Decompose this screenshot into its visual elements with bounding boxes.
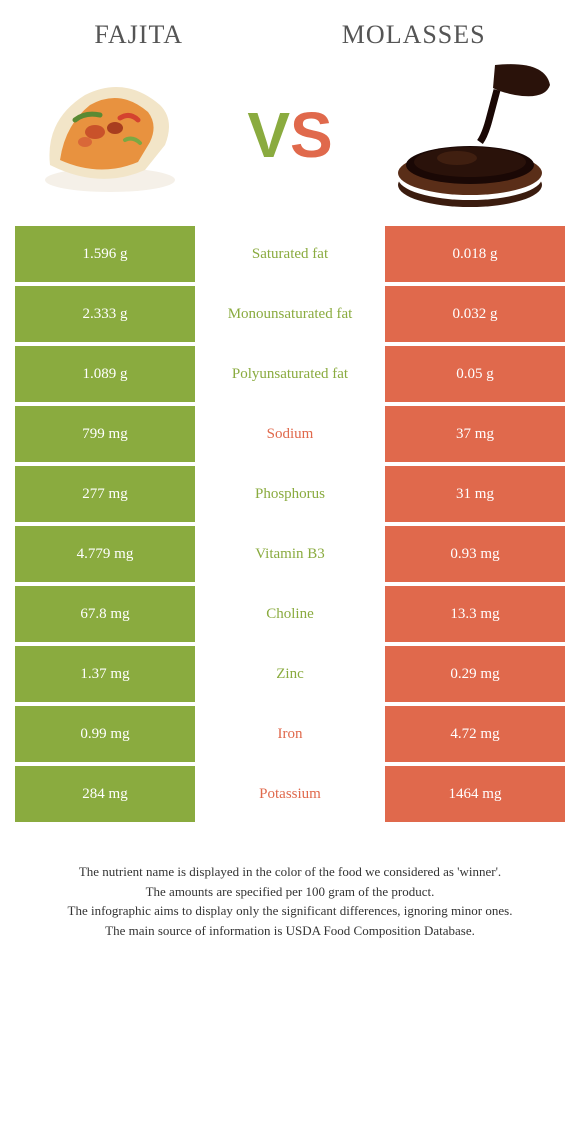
table-row: 67.8 mgCholine13.3 mg: [15, 586, 565, 642]
vs-s: S: [290, 99, 333, 171]
right-value: 0.29 mg: [385, 646, 565, 702]
right-value: 0.018 g: [385, 226, 565, 282]
right-value: 4.72 mg: [385, 706, 565, 762]
left-value: 4.779 mg: [15, 526, 195, 582]
images-row: VS: [15, 60, 565, 210]
right-value: 1464 mg: [385, 766, 565, 822]
nutrient-label: Choline: [199, 586, 381, 642]
table-row: 4.779 mgVitamin B30.93 mg: [15, 526, 565, 582]
nutrient-label: Saturated fat: [199, 226, 381, 282]
nutrient-label: Sodium: [199, 406, 381, 462]
footer-line-1: The nutrient name is displayed in the co…: [25, 862, 555, 882]
footer-line-2: The amounts are specified per 100 gram o…: [25, 882, 555, 902]
left-value: 67.8 mg: [15, 586, 195, 642]
nutrient-label: Iron: [199, 706, 381, 762]
title-left: FAJITA: [94, 20, 183, 50]
right-value: 31 mg: [385, 466, 565, 522]
table-row: 2.333 gMonounsaturated fat0.032 g: [15, 286, 565, 342]
left-value: 2.333 g: [15, 286, 195, 342]
left-value: 1.089 g: [15, 346, 195, 402]
footer-line-4: The main source of information is USDA F…: [25, 921, 555, 941]
molasses-image: [385, 60, 555, 210]
table-row: 0.99 mgIron4.72 mg: [15, 706, 565, 762]
left-value: 1.596 g: [15, 226, 195, 282]
table-row: 1.089 gPolyunsaturated fat0.05 g: [15, 346, 565, 402]
left-value: 284 mg: [15, 766, 195, 822]
right-value: 0.93 mg: [385, 526, 565, 582]
left-value: 1.37 mg: [15, 646, 195, 702]
nutrient-label: Phosphorus: [199, 466, 381, 522]
left-value: 799 mg: [15, 406, 195, 462]
header-row: FAJITA MOLASSES: [15, 20, 565, 50]
footer-line-3: The infographic aims to display only the…: [25, 901, 555, 921]
left-value: 0.99 mg: [15, 706, 195, 762]
table-row: 277 mgPhosphorus31 mg: [15, 466, 565, 522]
nutrient-label: Vitamin B3: [199, 526, 381, 582]
nutrient-label: Potassium: [199, 766, 381, 822]
footer-notes: The nutrient name is displayed in the co…: [15, 862, 565, 940]
table-row: 284 mgPotassium1464 mg: [15, 766, 565, 822]
table-row: 799 mgSodium37 mg: [15, 406, 565, 462]
vs-label: VS: [247, 98, 332, 172]
nutrient-label: Zinc: [199, 646, 381, 702]
left-value: 277 mg: [15, 466, 195, 522]
right-value: 0.05 g: [385, 346, 565, 402]
right-value: 37 mg: [385, 406, 565, 462]
table-row: 1.596 gSaturated fat0.018 g: [15, 226, 565, 282]
right-value: 0.032 g: [385, 286, 565, 342]
infographic-container: FAJITA MOLASSES VS: [0, 0, 580, 960]
nutrient-label: Monounsaturated fat: [199, 286, 381, 342]
title-right: MOLASSES: [342, 20, 486, 50]
fajita-image: [25, 60, 195, 210]
right-value: 13.3 mg: [385, 586, 565, 642]
nutrient-table: 1.596 gSaturated fat0.018 g2.333 gMonoun…: [15, 226, 565, 822]
nutrient-label: Polyunsaturated fat: [199, 346, 381, 402]
table-row: 1.37 mgZinc0.29 mg: [15, 646, 565, 702]
vs-v: V: [247, 99, 290, 171]
